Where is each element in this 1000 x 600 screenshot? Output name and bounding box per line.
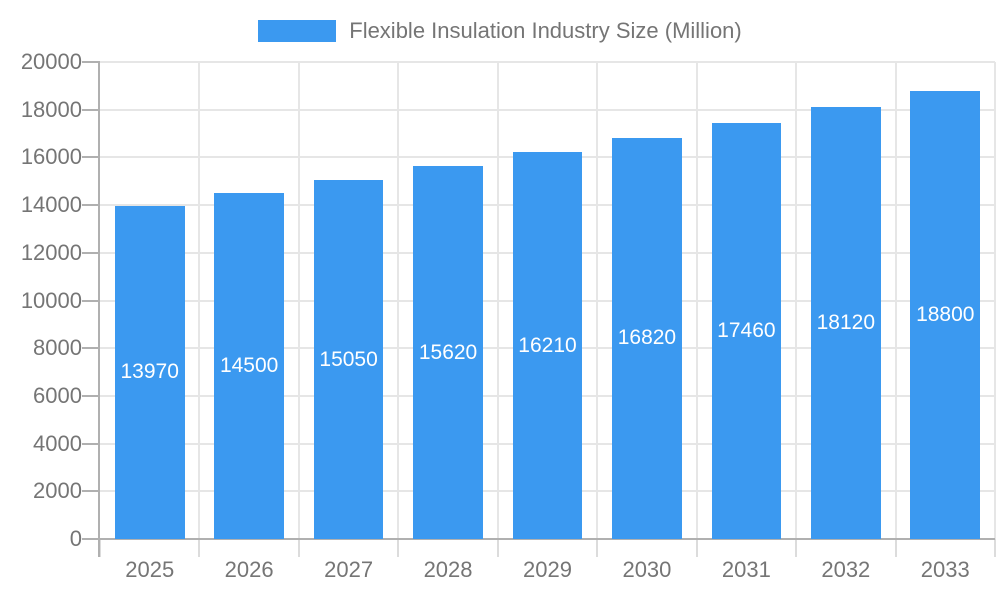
y-axis-tick bbox=[82, 156, 100, 159]
bar-2031[interactable] bbox=[711, 122, 782, 539]
x-axis-tick bbox=[496, 539, 499, 557]
x-axis-label: 2029 bbox=[523, 557, 572, 582]
y-gridline bbox=[100, 61, 995, 63]
bar-value-label: 14500 bbox=[219, 354, 279, 378]
x-axis-tick bbox=[198, 539, 201, 557]
bar-2032[interactable] bbox=[811, 106, 881, 539]
y-axis-label: 0 bbox=[69, 526, 82, 551]
x-axis-label: 2031 bbox=[721, 557, 771, 582]
x-gridline bbox=[596, 62, 599, 539]
y-axis-tick bbox=[82, 394, 100, 397]
bar-value-label: 16820 bbox=[617, 326, 677, 350]
x-gridline bbox=[496, 62, 499, 539]
x-gridline bbox=[994, 62, 996, 539]
bar-value-label: 17460 bbox=[717, 318, 776, 342]
bar-2028[interactable] bbox=[413, 166, 483, 539]
y-axis-label: 10000 bbox=[20, 287, 82, 313]
x-axis-tick bbox=[297, 539, 300, 557]
y-axis-label: 16000 bbox=[20, 144, 82, 170]
bar-value-label: 16210 bbox=[518, 333, 577, 357]
x-axis-tick bbox=[695, 539, 698, 557]
x-axis-tick bbox=[99, 539, 101, 557]
x-axis-label: 2026 bbox=[224, 557, 274, 582]
y-axis-line bbox=[98, 62, 100, 557]
legend[interactable]: Flexible Insulation Industry Size (Milli… bbox=[0, 18, 1000, 44]
y-axis-tick bbox=[82, 538, 100, 540]
bar-2025[interactable] bbox=[114, 205, 185, 539]
x-axis-label: 2030 bbox=[622, 557, 672, 582]
x-axis-tick bbox=[795, 539, 798, 557]
y-axis-tick bbox=[82, 347, 100, 350]
y-axis-label: 20000 bbox=[20, 49, 82, 74]
x-gridline bbox=[198, 62, 201, 539]
x-gridline bbox=[695, 62, 698, 539]
legend-swatch[interactable] bbox=[258, 20, 337, 42]
bar-2029[interactable] bbox=[512, 152, 583, 539]
bar-value-label: 13970 bbox=[120, 360, 179, 384]
x-gridline bbox=[297, 62, 300, 539]
x-gridline bbox=[894, 62, 897, 539]
x-axis-tick bbox=[894, 539, 897, 557]
x-axis-label: 2027 bbox=[324, 557, 374, 582]
x-axis-tick bbox=[994, 539, 996, 557]
y-axis-label: 12000 bbox=[20, 239, 82, 265]
legend-label: Flexible Insulation Industry Size (Milli… bbox=[349, 18, 742, 43]
y-axis-label: 2000 bbox=[33, 478, 82, 504]
x-axis-label: 2032 bbox=[821, 557, 871, 582]
x-axis-label: 2033 bbox=[920, 557, 970, 582]
bar-2027[interactable] bbox=[313, 180, 384, 539]
y-axis-tick bbox=[82, 251, 100, 254]
bar-value-label: 15050 bbox=[319, 347, 378, 371]
x-axis-label: 2028 bbox=[423, 557, 473, 582]
x-axis-tick bbox=[596, 539, 599, 557]
y-axis-label: 4000 bbox=[33, 430, 82, 456]
bar-2026[interactable] bbox=[214, 193, 284, 539]
y-axis-tick bbox=[82, 490, 100, 493]
y-axis-tick bbox=[82, 299, 100, 302]
y-axis-tick bbox=[82, 61, 100, 63]
x-axis-tick bbox=[397, 539, 400, 557]
y-axis-label: 6000 bbox=[33, 382, 82, 408]
y-axis-label: 18000 bbox=[20, 96, 82, 122]
y-axis-label: 14000 bbox=[20, 192, 82, 218]
x-axis-label: 2025 bbox=[125, 557, 175, 582]
x-gridline bbox=[795, 62, 798, 539]
bar-2030[interactable] bbox=[612, 137, 682, 539]
bar-value-label: 18120 bbox=[816, 310, 876, 334]
x-axis-line bbox=[98, 538, 995, 540]
y-axis-label: 8000 bbox=[33, 335, 82, 361]
y-axis-tick bbox=[82, 108, 100, 111]
x-gridline bbox=[397, 62, 400, 539]
y-axis-tick bbox=[82, 204, 100, 207]
bar-value-label: 18800 bbox=[916, 302, 975, 326]
y-gridline bbox=[100, 108, 995, 111]
bar-2033[interactable] bbox=[910, 90, 981, 539]
y-axis-tick bbox=[82, 442, 100, 445]
bar-value-label: 15620 bbox=[418, 340, 478, 364]
